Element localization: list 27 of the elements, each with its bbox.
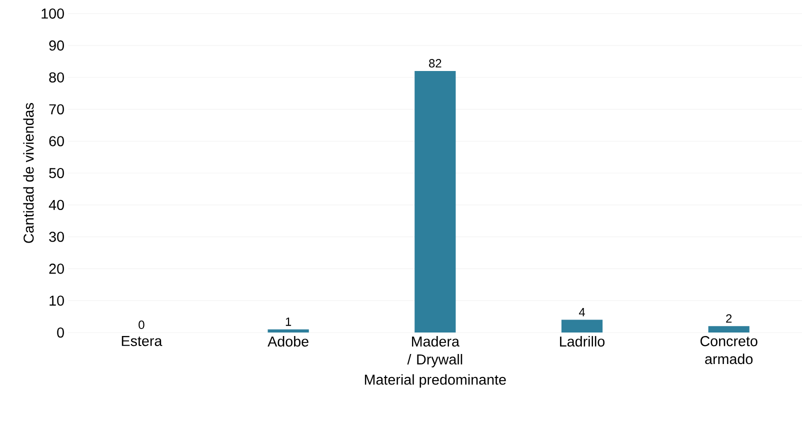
- x-axis-title: Material predominante: [364, 374, 506, 388]
- x-tick-label: Ladrillo: [560, 336, 605, 347]
- y-tick-label: 50: [49, 168, 64, 178]
- y-tick-label: 80: [49, 72, 64, 82]
- data-label: 4: [578, 308, 585, 316]
- y-tick-label: 100: [42, 8, 64, 19]
- data-label: 82: [429, 58, 442, 68]
- bar: [561, 320, 603, 332]
- y-tick-label: 20: [49, 264, 64, 274]
- x-tick-label: Concreto armado: [700, 336, 758, 364]
- x-tick-label: Estera: [122, 336, 162, 346]
- y-tick-label: 70: [49, 104, 64, 114]
- x-tick-label: Adobe: [268, 336, 308, 347]
- bar: [708, 326, 750, 332]
- data-label: 2: [726, 314, 732, 323]
- y-axis-title: Cantidad de viviendas: [23, 102, 34, 243]
- data-label: 1: [286, 318, 292, 326]
- x-tick-label: Madera / Drywall: [407, 336, 462, 368]
- bar: [414, 70, 456, 332]
- y-tick-label: 10: [50, 296, 64, 306]
- y-tick-label: 40: [48, 200, 64, 210]
- y-tick-label: 90: [49, 40, 64, 51]
- bar: [268, 329, 309, 332]
- y-tick-label: 60: [49, 136, 64, 146]
- y-tick-label: 0: [57, 327, 64, 338]
- data-label: 0: [138, 320, 144, 329]
- y-tick-label: 30: [49, 232, 64, 242]
